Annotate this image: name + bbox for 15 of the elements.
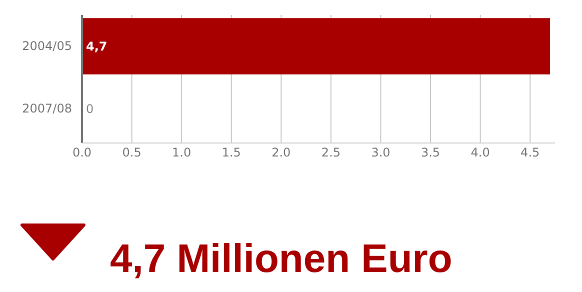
x-tick-label: 3.5 xyxy=(420,146,440,160)
x-tick-label: 0.0 xyxy=(72,146,92,160)
data-label: 0 xyxy=(86,102,94,116)
x-tick-label: 0.5 xyxy=(122,146,142,160)
data-label: 4,7 xyxy=(86,39,108,54)
x-tick-label: 2.0 xyxy=(272,146,291,160)
y-tick-label: 2007/08 xyxy=(22,102,72,116)
text: 4,7 Millionen Euro xyxy=(110,237,452,281)
x-tick-label: 1.0 xyxy=(172,146,192,160)
x-tick-label: 4.5 xyxy=(520,146,540,160)
x-tick-label: 1.5 xyxy=(222,146,241,160)
y-tick-label: 2004/05 xyxy=(22,39,72,54)
x-tick-label: 3.0 xyxy=(371,146,390,160)
x-tick-label: 2.5 xyxy=(321,146,340,160)
x-tick-label: 4.0 xyxy=(470,146,490,160)
